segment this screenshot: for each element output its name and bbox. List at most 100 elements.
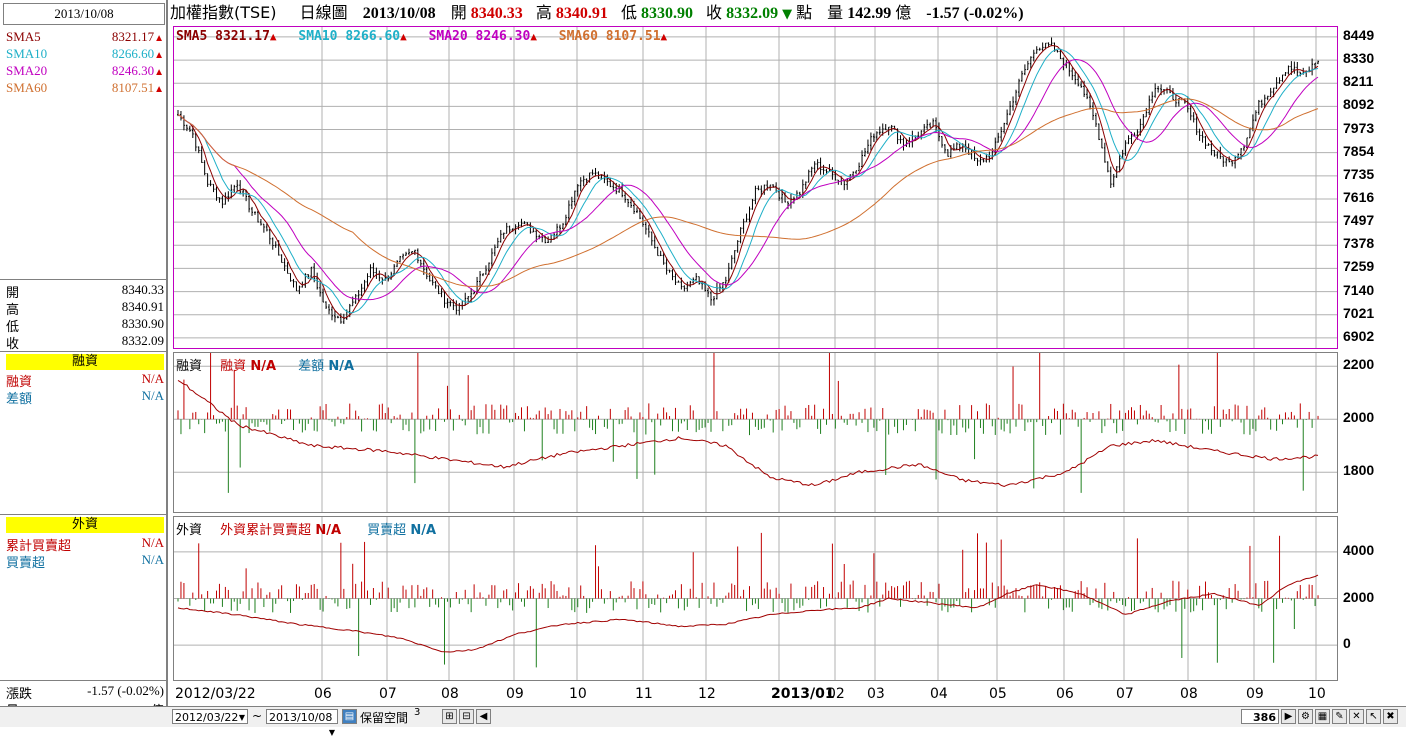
margin-header: 融資 <box>6 354 164 370</box>
sma20-row: SMA20 8246.30▲ <box>6 63 164 80</box>
x-tick-label: 06 <box>1056 686 1074 702</box>
sma10-row: SMA10 8266.60▲ <box>6 46 164 63</box>
zoom-in-icon[interactable]: ⊞ <box>442 709 457 724</box>
scroll-left-icon[interactable]: ◀ <box>476 709 491 724</box>
chart-type-icon[interactable]: ▤ <box>342 709 357 724</box>
reserve-space-label: 保留空間 <box>360 711 409 725</box>
legend-sma60: SMA60 8107.51 <box>558 29 661 44</box>
sma60-row: SMA60 8107.51▲ <box>6 80 164 97</box>
low-value: 8330.90 <box>121 316 164 331</box>
x-tick-label: 05 <box>989 686 1007 702</box>
sma20-value: 8246.30 <box>111 63 155 78</box>
up-arrow-icon: ▲ <box>154 50 164 61</box>
legend-foreign-net: 買賣超 N/A <box>367 523 437 538</box>
drawing-icon[interactable]: ✎ <box>1332 709 1347 724</box>
status-bar: 2012/03/22 ▼ ~ 2013/10/08 ▼ ▤ 保留空間 3 ⊞ ⊟ ◀… <box>0 706 1406 737</box>
margin-bars <box>177 353 1319 493</box>
high-value: 8340.91 <box>121 299 164 314</box>
left-info-panel: 2013/10/08 SMA5 8321.17▲ SMA10 8266.60▲ … <box>0 0 168 726</box>
y-tick-label: 7021 <box>1343 304 1375 321</box>
cursor-icon[interactable]: ↖ <box>1366 709 1381 724</box>
candles <box>177 37 1320 324</box>
open-label: 開 <box>450 3 467 22</box>
price-chart <box>174 27 1337 348</box>
settings-icon[interactable]: ⚙ <box>1298 709 1313 724</box>
x-tick-label: 2012/03/22 <box>175 686 256 702</box>
high-label: 高 <box>535 3 552 22</box>
volume-label: 量 <box>827 3 844 22</box>
chevron-down-icon[interactable]: ▼ <box>328 728 335 737</box>
x-tick-label: 12 <box>698 686 716 702</box>
close-value: 8332.09 <box>121 333 164 348</box>
foreign-cumulative-line <box>177 574 1319 653</box>
y-tick-label: 7378 <box>1343 235 1375 252</box>
chevron-down-icon[interactable]: ▼ <box>238 713 245 722</box>
sma10-label: SMA10 <box>6 46 48 61</box>
legend-sma20: SMA20 8246.30 <box>428 29 531 44</box>
x-tick-label: 09 <box>506 686 524 702</box>
y-tick-label: 6902 <box>1343 327 1375 344</box>
y-tick-label: 7973 <box>1343 119 1375 136</box>
margin-balance-line <box>177 379 1319 488</box>
foreign-chart-panel[interactable]: 外資 外資累計買賣超 N/A 買賣超 N/A <box>173 516 1338 681</box>
margin-diff-value: N/A <box>141 388 164 403</box>
margin-chart-panel[interactable]: 融資 融資 N/A 差額 N/A <box>173 352 1338 513</box>
legend-margin: 融資 N/A <box>220 359 277 374</box>
sma5-line <box>177 44 1319 319</box>
reserve-space-value[interactable]: 3 <box>414 707 421 718</box>
x-tick-label: 08 <box>1180 686 1198 702</box>
y-tick-label: 8092 <box>1343 96 1375 113</box>
y-tick-label: 7140 <box>1343 281 1375 298</box>
divider <box>0 514 166 515</box>
y-tick-label: 8449 <box>1343 26 1375 43</box>
zoom-out-icon[interactable]: ⊟ <box>459 709 474 724</box>
close-value: 8332.09 <box>726 5 779 22</box>
foreign-net-label: 買賣超 <box>6 555 46 570</box>
x-tick-label: 03 <box>867 686 885 702</box>
y-tick-label: 2000 <box>1343 409 1375 426</box>
start-date-field[interactable]: 2012/03/22 ▼ <box>172 709 248 724</box>
x-tick-label: 02 <box>827 686 845 702</box>
high-label: 高 <box>6 302 20 317</box>
high-value: 8340.91 <box>555 5 608 22</box>
end-date-field[interactable]: 2013/10/08 ▼ <box>266 709 338 737</box>
y-tick-label: 7259 <box>1343 258 1375 275</box>
y-tick-label: 8211 <box>1343 73 1374 90</box>
margin-diff-row: 差額 N/A <box>6 388 164 406</box>
change-label: 漲跌 <box>6 686 33 701</box>
close-icon[interactable]: ✖ <box>1383 709 1398 724</box>
price-chart-panel[interactable]: SMA5 8321.17▲ SMA10 8266.60▲ SMA20 8246.… <box>173 26 1338 349</box>
open-row: 開 8340.33 <box>6 282 164 300</box>
margin-diff-label: 差額 <box>6 391 33 406</box>
up-arrow-icon: ▲ <box>269 30 277 43</box>
y-tick-label: 4000 <box>1343 541 1375 558</box>
y-tick-label: 7735 <box>1343 165 1375 182</box>
y-tick-label: 8330 <box>1343 50 1375 67</box>
x-tick-label: 06 <box>314 686 332 702</box>
foreign-header: 外資 <box>6 517 164 533</box>
volume-unit: 億 <box>895 3 912 22</box>
quote-date: 2013/10/08 <box>362 5 436 22</box>
x-tick-label: 07 <box>379 686 397 702</box>
high-row: 高 8340.91 <box>6 299 164 317</box>
margin-panel-title: 融資 <box>176 359 203 374</box>
sma60-value: 8107.51 <box>111 80 155 95</box>
x-tick-label: 04 <box>930 686 948 702</box>
crosshair-icon[interactable]: ✕ <box>1349 709 1364 724</box>
y-tick-label: 0 <box>1343 635 1351 652</box>
legend-diff: 差額 N/A <box>298 359 355 374</box>
scroll-right-icon[interactable]: ▶ <box>1281 709 1296 724</box>
index-title: 加權指數(TSE) <box>170 3 277 22</box>
foreign-net-row: 買賣超 N/A <box>6 552 164 570</box>
up-arrow-icon: ▲ <box>154 84 164 95</box>
low-value: 8330.90 <box>640 5 693 22</box>
up-arrow-icon: ▲ <box>400 30 407 43</box>
sma5-label: SMA5 <box>6 29 41 44</box>
divider <box>0 351 166 352</box>
margin-label: 融資 <box>6 374 33 389</box>
chart-icon[interactable]: ▦ <box>1315 709 1330 724</box>
up-arrow-icon: ▲ <box>154 67 164 78</box>
x-tick-label: 11 <box>635 686 653 702</box>
y-tick-label: 7497 <box>1343 212 1375 229</box>
x-tick-label: 10 <box>569 686 587 702</box>
